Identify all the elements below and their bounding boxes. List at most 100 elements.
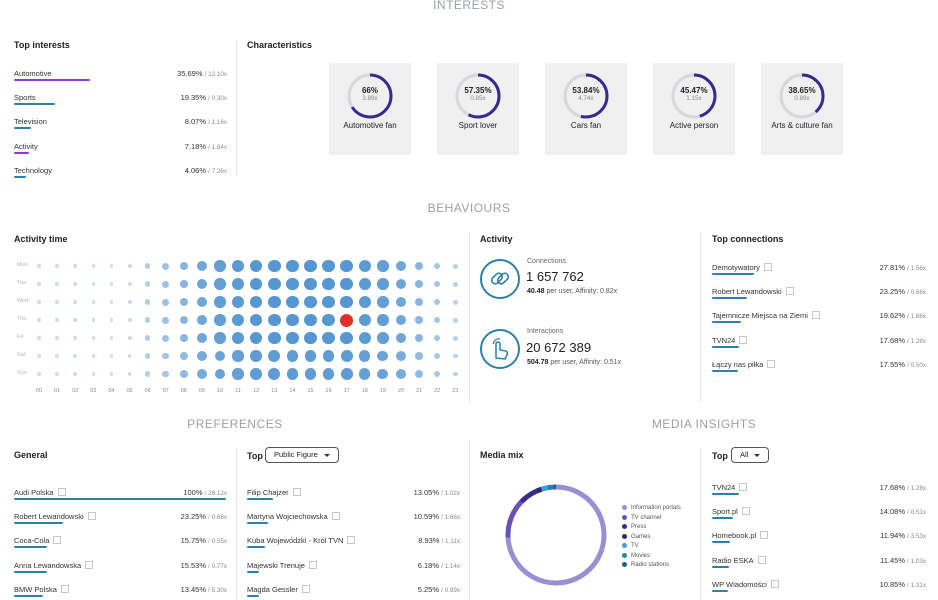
interest-row-bar [14, 103, 56, 106]
external-link-icon[interactable] [760, 531, 769, 540]
activity-dot [414, 333, 424, 343]
external-link-icon[interactable] [331, 512, 340, 521]
external-link-icon[interactable] [741, 507, 750, 516]
connections-sub: 40.48 per user, Affinity: 0.82x [527, 288, 617, 295]
legend-label: Movies [631, 552, 651, 559]
activity-dot [214, 278, 226, 290]
activity-dot [250, 350, 263, 362]
general-row-label[interactable]: Anna Lewandowska [14, 560, 94, 570]
activity-dot [196, 351, 207, 361]
general-row-bar [14, 594, 43, 597]
preference-row-label[interactable]: Magda Gessler [247, 585, 310, 594]
connection-row-label[interactable]: TVN24 [712, 335, 748, 345]
connection-row-label[interactable]: Demotywatory [712, 263, 772, 272]
activity-dot [414, 279, 424, 289]
preference-row-label[interactable]: Martyna Wojciechowska [247, 512, 340, 521]
media-row-value: 17.68% / 1.28x [836, 483, 926, 492]
activity-dot [179, 333, 189, 343]
characteristic-ring [455, 73, 501, 119]
external-link-icon[interactable] [770, 579, 779, 588]
general-row-label[interactable]: Audi Polska [14, 488, 66, 497]
activity-dot [249, 331, 263, 345]
external-link-icon[interactable] [739, 335, 748, 344]
general-row-pct: 23.25% [180, 512, 206, 522]
connection-row-label[interactable]: Tajemnicze Miejsca na Ziemi [712, 311, 820, 320]
general-row-label[interactable]: BMW Polska [14, 585, 69, 594]
external-link-icon[interactable] [301, 584, 310, 593]
media-row-label[interactable]: Radio ESKA [712, 556, 766, 565]
activity-dot [415, 351, 424, 361]
activity-dot [434, 370, 441, 378]
connection-row-label[interactable]: Robert Lewandowski [712, 287, 794, 296]
external-link-icon[interactable] [85, 560, 94, 569]
activity-dot [144, 371, 151, 377]
characteristic-mult: 4.74x [578, 95, 594, 102]
external-link-icon[interactable] [60, 584, 69, 593]
general-row-mult: / 5.30x [208, 586, 227, 594]
hour-label: 10 [216, 388, 224, 394]
legend-item: TV [622, 543, 639, 549]
activity-dot [268, 313, 281, 327]
preference-row-value: 5.25% / 0.99x [370, 585, 460, 594]
hour-label: 04 [108, 388, 115, 394]
hour-label: 02 [72, 388, 79, 394]
external-link-icon[interactable] [757, 555, 766, 564]
connections-value: 1 657 762 [526, 269, 584, 284]
interest-row-value: 19.35% / 0.30x [137, 93, 227, 102]
external-link-icon[interactable] [308, 560, 317, 569]
external-link-icon[interactable] [763, 263, 772, 272]
activity-dot [377, 350, 389, 362]
media-mix-donut [505, 484, 607, 586]
general-row-label[interactable]: Coca-Cola [14, 536, 62, 545]
connection-row-bar [712, 273, 754, 275]
external-link-icon[interactable] [739, 483, 748, 492]
characteristic-mult: 3.89x [362, 95, 378, 102]
interest-row-label: Automotive [14, 69, 52, 78]
general-row-label[interactable]: Robert Lewandowski [14, 512, 96, 521]
preference-row-label[interactable]: Kuba Wojewódzki - Król TVN [247, 536, 356, 545]
connection-row-value: 17.55% / 0.50x [836, 360, 926, 369]
external-link-icon[interactable] [87, 512, 96, 521]
general-row-value: 15.53% / 0.77x [137, 561, 227, 570]
divider [469, 232, 470, 402]
media-row-label[interactable]: TVN24 [712, 483, 748, 492]
legend-swatch [622, 543, 627, 548]
preference-row-bar [247, 570, 260, 573]
media-mix-slice [505, 484, 607, 586]
section-title-media-insights: MEDIA INSIGHTS [651, 417, 757, 431]
external-link-icon[interactable] [347, 536, 356, 545]
external-link-icon[interactable] [292, 488, 301, 497]
media-row-label[interactable]: Homebook.pl [712, 531, 769, 540]
connection-row-mult: / 1.88x [907, 313, 926, 321]
divider [700, 232, 701, 402]
external-link-icon[interactable] [785, 287, 794, 296]
characteristic-label: Cars fan [570, 121, 602, 130]
hour-label: 23 [452, 388, 459, 394]
characteristic-ring [347, 73, 393, 119]
media-row-value: 14.08% / 0.51x [836, 507, 926, 516]
external-link-icon[interactable] [811, 311, 820, 320]
preference-row-bar [247, 546, 265, 549]
preference-row-label[interactable]: Majewski Trenuje [247, 561, 317, 570]
media-row-label[interactable]: WP Wiadomości [712, 580, 779, 589]
activity-dot [73, 300, 77, 304]
connection-row-mult: / 0.50x [907, 361, 926, 369]
preference-row-label[interactable]: Filip Chajzer [247, 488, 301, 497]
category-dropdown[interactable]: Public Figure [265, 447, 339, 463]
interest-row-bar [14, 79, 90, 81]
external-link-icon[interactable] [53, 536, 62, 545]
external-link-icon[interactable] [57, 488, 66, 497]
connection-row-label[interactable]: Łączy nas piłka [712, 359, 776, 369]
hour-label: 00 [35, 388, 43, 394]
media-filter-dropdown[interactable]: All [731, 447, 770, 463]
activity-dot [249, 259, 263, 273]
activity-dot [144, 281, 151, 287]
activity-dot [304, 295, 317, 309]
legend-swatch [622, 533, 627, 539]
day-label: Sat [17, 352, 26, 358]
external-link-icon[interactable] [767, 359, 776, 368]
activity-dot [91, 282, 96, 286]
media-row-label[interactable]: Sport.pl [712, 507, 750, 516]
hour-label: 05 [126, 388, 133, 394]
activity-dot [377, 278, 389, 290]
